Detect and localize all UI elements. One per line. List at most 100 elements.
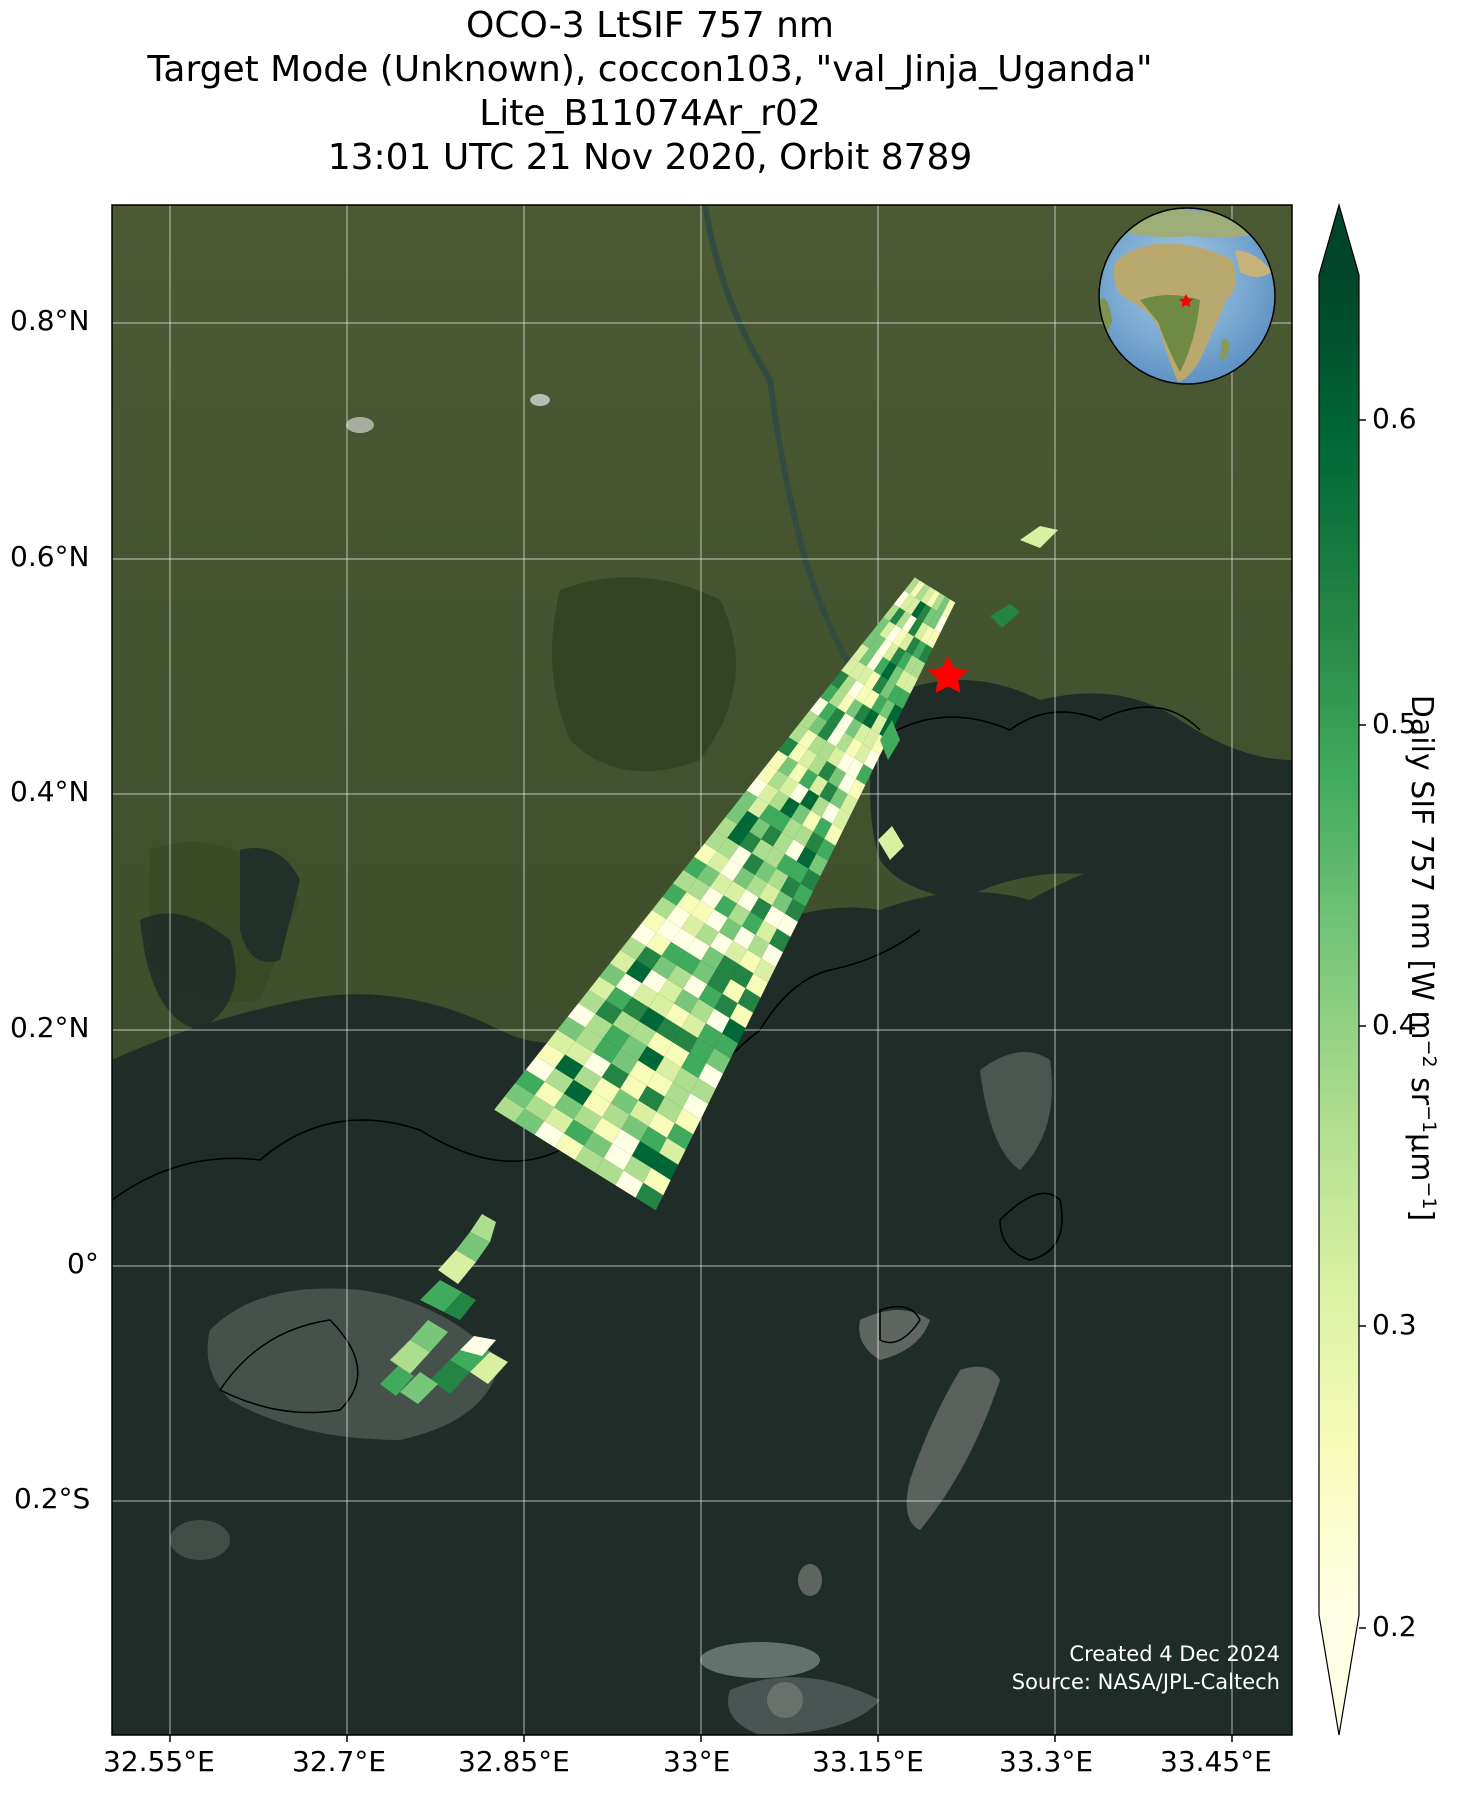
sif-sounding [714, 895, 737, 918]
sif-sounding [664, 1042, 690, 1068]
sif-sounding [918, 644, 933, 664]
sif-sounding [899, 632, 915, 652]
sif-sounding [622, 997, 649, 1022]
sif-sounding [673, 1067, 699, 1094]
sif-sounding [911, 600, 926, 619]
sif-sounding [862, 709, 880, 729]
sif-sounding [564, 1119, 593, 1146]
sif-sounding [879, 621, 896, 639]
sif-sounding [904, 577, 920, 595]
colorbar-extend-max [1319, 205, 1359, 275]
sif-sounding [827, 707, 846, 727]
sif-sounding [855, 764, 873, 785]
sif-sounding [648, 993, 674, 1018]
sif-sounding [746, 777, 768, 798]
sif-sounding [914, 622, 929, 641]
sif-sounding [717, 837, 740, 860]
sif-sounding [767, 868, 789, 891]
sif-sounding [692, 960, 716, 985]
sif-sounding [808, 853, 828, 877]
lon-tick-2: 32.7°E [292, 1745, 387, 1778]
sif-sounding [853, 723, 871, 744]
lat-tick-2: 0.6°N [10, 540, 90, 573]
sif-sounding [593, 1117, 622, 1144]
sif-sounding [749, 817, 771, 840]
sif-sounding [767, 750, 789, 771]
sif-sounding [578, 989, 606, 1014]
sif-sounding [651, 1152, 679, 1180]
sif-sounding [724, 940, 748, 965]
sif-sounding [612, 1129, 641, 1156]
sif-sounding [647, 1031, 673, 1057]
sif-sounding [690, 998, 715, 1024]
sif-sounding [888, 665, 904, 685]
sif-sounding [909, 580, 925, 598]
sif-sounding [592, 1077, 620, 1103]
sif-sounding [665, 1003, 690, 1028]
sif-sounding [588, 976, 616, 1001]
sif-sounding [836, 752, 855, 773]
sif-sounding [514, 1108, 545, 1135]
sif-sounding [809, 697, 829, 716]
sif-sounding [905, 597, 921, 615]
sif-sounding [629, 1100, 657, 1127]
sif-sounding [873, 656, 890, 676]
sif-sounding [926, 590, 940, 608]
sif-sounding [700, 886, 724, 910]
sif-sounding [621, 1114, 649, 1141]
sif-sounding [910, 659, 926, 679]
sif-sounding [593, 1038, 621, 1064]
sif-sounding [799, 710, 819, 730]
sif-sounding [739, 949, 762, 974]
sif-sounding [788, 723, 809, 744]
site-star-marker [928, 656, 968, 693]
sif-sounding [942, 599, 956, 618]
sif-sounding [710, 932, 734, 956]
sif-sounding [847, 778, 866, 801]
lat-tick-6: 0.2°S [14, 1482, 91, 1515]
sif-sounding [761, 943, 783, 968]
sif-sounding [728, 903, 751, 927]
sif-sounding [583, 1052, 612, 1078]
sif-sounding [599, 963, 626, 987]
sif-sounding [686, 937, 710, 961]
sounding-river [880, 720, 900, 760]
sif-sounding [698, 984, 723, 1009]
sif-sounding [908, 618, 923, 637]
lon-tick-1: 32.55°E [103, 1745, 215, 1778]
sif-sounding [885, 625, 902, 643]
sif-sounding [830, 670, 849, 689]
sif-sounding [845, 718, 863, 738]
sif-sounding [658, 979, 683, 1004]
sif-sounding [769, 928, 791, 953]
sif-sounding [784, 839, 805, 862]
sif-sounding [640, 1126, 667, 1153]
lon-tick-3: 32.85°E [458, 1745, 570, 1778]
sif-sounding [715, 955, 739, 980]
sif-sounding [719, 917, 742, 941]
sif-sounding [863, 749, 881, 770]
sif-sounding [673, 870, 697, 892]
sif-sounding [625, 959, 652, 984]
sif-sounding [656, 1096, 683, 1123]
sif-sounding [837, 693, 855, 713]
sif-sounding [722, 1018, 746, 1044]
sif-sounding [515, 1069, 545, 1096]
sif-sounding [671, 928, 696, 952]
sif-sounding [704, 830, 728, 852]
sif-sounding [601, 1063, 629, 1089]
sounding-e [990, 604, 1020, 628]
sif-sounding [737, 810, 759, 832]
sif-sounding [623, 1155, 652, 1183]
lat-tick-5: 0° [67, 1247, 99, 1280]
sif-sounding [802, 810, 822, 832]
sif-sounding [895, 611, 912, 629]
sif-sounding [630, 923, 657, 947]
sif-sounding [841, 657, 859, 676]
sif-sounding [788, 861, 809, 884]
sif-sounding [736, 790, 758, 811]
lon-tick-5: 33.15°E [812, 1745, 924, 1778]
sif-sounding [525, 1056, 555, 1082]
sif-sounding [733, 926, 756, 950]
sif-sounding [836, 732, 854, 753]
